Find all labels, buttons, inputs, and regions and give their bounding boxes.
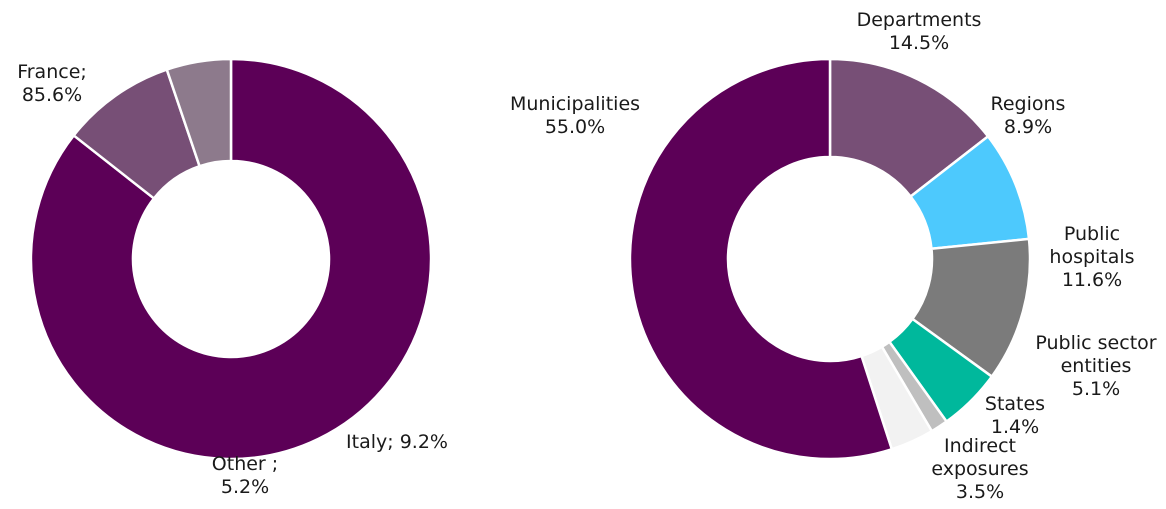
country-donut-chart: France; 85.6% Italy; 9.2% Other ; 5.2% [17, 57, 448, 498]
data-label-line: entities [1061, 355, 1132, 377]
data-label-line: 55.0% [545, 116, 605, 138]
data-label-line: 5.1% [1072, 378, 1120, 400]
data-label-line: Regions [991, 93, 1066, 115]
data-label-line: 8.9% [1004, 116, 1052, 138]
slice-other [165, 57, 233, 168]
data-label-states: States 1.4% [985, 393, 1045, 438]
data-label-line: 11.6% [1062, 269, 1122, 291]
data-label-line: States [985, 393, 1045, 415]
data-label-line: 14.5% [889, 32, 949, 54]
data-label-line: 85.6% [22, 84, 82, 106]
data-label-line: 3.5% [956, 481, 1004, 503]
data-label-line: Public sector [1035, 332, 1156, 354]
data-label-line: France; [17, 61, 87, 83]
data-label-municipalities: Municipalities 55.0% [510, 93, 640, 138]
data-label-line: Municipalities [510, 93, 640, 115]
data-label-departments: Departments 14.5% [857, 9, 982, 54]
slice-municipalities [628, 57, 894, 461]
data-label-france: France; 85.6% [17, 61, 87, 106]
data-label-line: Public [1064, 223, 1120, 245]
data-label-line: 1.4% [991, 416, 1039, 438]
data-label-line: Italy; 9.2% [346, 431, 448, 453]
data-label-line: exposures [931, 458, 1028, 480]
data-label-line: Departments [857, 9, 982, 31]
sector-donut-chart: Departments 14.5%Regions 8.9%Public hospita… [510, 9, 1157, 503]
data-label-line: Other ; [212, 453, 278, 475]
data-label-line: 5.2% [221, 476, 269, 498]
slice-france [29, 57, 433, 461]
data-label-line: hospitals [1049, 246, 1134, 268]
data-label-line: Indirect [944, 435, 1016, 457]
data-label-public-hospitals: Public hospitals 11.6% [1049, 223, 1134, 291]
data-label-regions: Regions 8.9% [991, 93, 1066, 138]
data-label-other: Other ; 5.2% [212, 453, 278, 498]
data-label-italy: Italy; 9.2% [346, 431, 448, 453]
data-label-indirect-exposures: Indirect exposures 3.5% [931, 435, 1028, 503]
data-label-public-sector-entities: Public sector entities 5.1% [1035, 332, 1156, 400]
